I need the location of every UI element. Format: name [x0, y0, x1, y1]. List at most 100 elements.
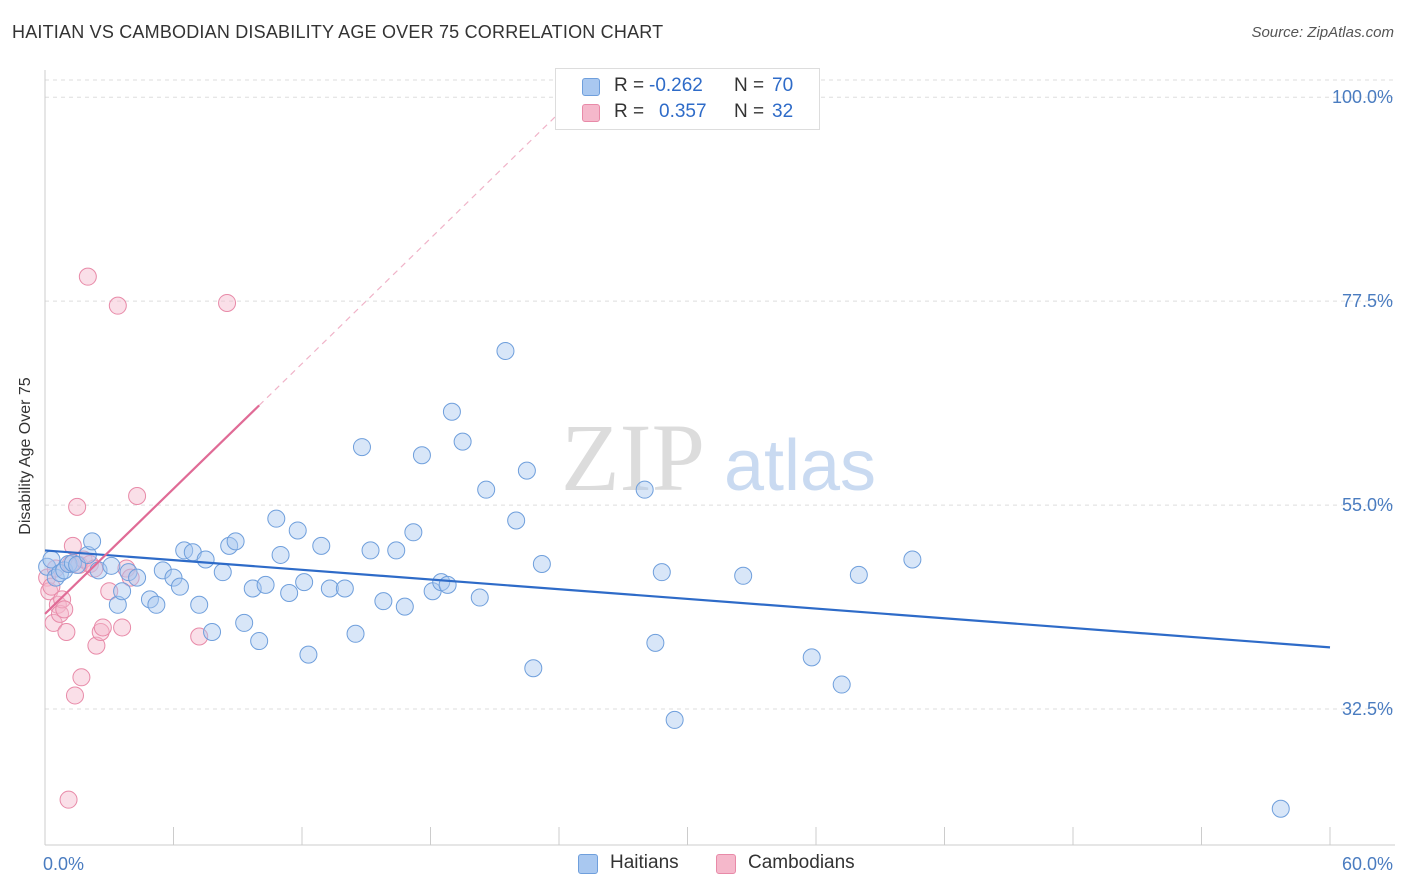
haitian-point [412, 446, 431, 465]
haitian-point [128, 568, 147, 587]
watermark: ZIP atlas [561, 404, 876, 511]
legend-label: Haitians [610, 852, 679, 873]
haitian-point [470, 588, 489, 607]
watermark-atlas: atlas [724, 426, 876, 506]
cambodian-point [128, 487, 147, 506]
r-value: -0.262 [649, 75, 703, 96]
haitian-point [517, 461, 536, 480]
haitian-point [271, 545, 290, 564]
haitian-point [295, 573, 314, 592]
cambodian-point [218, 293, 237, 312]
cambodian-point [93, 618, 112, 637]
trend-lines [44, 81, 1331, 649]
cambodian-point [91, 622, 110, 641]
haitian-point [802, 648, 821, 667]
haitian-point [387, 541, 406, 560]
cambodian-point [57, 622, 76, 641]
x-tick-labels: 0.0% 60.0% [43, 854, 1393, 874]
haitian-point [203, 622, 222, 641]
haitian-point [190, 595, 209, 614]
stats-box: R = -0.262 N = 70 R = 0.357 N = 32 [555, 68, 820, 130]
legend-label: Cambodians [748, 852, 855, 873]
haitian-point [903, 550, 922, 569]
haitian-point [646, 633, 665, 652]
r-value: 0.357 [659, 101, 707, 122]
chart-source: Source: ZipAtlas.com [1251, 24, 1394, 41]
cambodian-point [78, 267, 97, 286]
y-tick-label: 100.0% [1332, 87, 1393, 107]
cambodian-point [68, 497, 87, 516]
haitians-points [38, 341, 1290, 818]
haitian-point [102, 556, 121, 575]
y-tick-label: 32.5% [1342, 699, 1393, 719]
haitian-point [250, 632, 269, 651]
haitian-point [352, 438, 371, 457]
haitian-point [1271, 799, 1290, 818]
haitian-point [477, 480, 496, 499]
haitian-point [442, 402, 461, 421]
x-tick-label: 60.0% [1342, 854, 1393, 874]
haitian-point [361, 541, 380, 560]
haitian-point [374, 592, 393, 611]
haitian-point [108, 595, 127, 614]
cambodians-trend-line [44, 404, 260, 615]
haitian-point [320, 579, 339, 598]
chart-title: HAITIAN VS CAMBODIAN DISABILITY AGE OVER… [12, 22, 664, 42]
haitian-point [665, 710, 684, 729]
haitian-point [299, 645, 318, 664]
haitian-point [832, 675, 851, 694]
cambodian-point [42, 577, 61, 596]
cambodians-legend-swatch [716, 854, 736, 874]
haitian-point [196, 550, 215, 569]
cambodian-point [44, 613, 63, 632]
cambodians-points [38, 267, 237, 809]
cambodian-point [59, 790, 78, 809]
stats-row-haitians: R = -0.262 N = 70 [556, 75, 819, 101]
haitian-point [532, 555, 551, 574]
haitian-point [119, 563, 138, 582]
haitians-trend-line [44, 549, 1331, 649]
haitian-point [153, 561, 172, 580]
haitian-point [395, 597, 414, 616]
haitian-point [113, 582, 132, 601]
cambodian-point [113, 618, 132, 637]
cambodian-point [55, 600, 74, 619]
haitian-point [312, 536, 331, 555]
haitian-point [280, 584, 299, 603]
haitian-point [213, 563, 232, 582]
stats-row-cambodians: R = 0.357 N = 32 [556, 101, 819, 127]
haitian-point [235, 613, 254, 632]
haitian-point [496, 341, 515, 360]
haitian-point [170, 577, 189, 596]
r-label: R = [614, 101, 645, 122]
n-label: N = [734, 75, 765, 96]
haitian-point [507, 511, 526, 530]
haitian-point [524, 659, 543, 678]
cambodian-point [65, 686, 84, 705]
axes [44, 70, 1395, 846]
haitian-point [220, 536, 239, 555]
cambodian-point [87, 636, 106, 655]
haitians-swatch [582, 78, 600, 96]
haitian-point [288, 521, 307, 540]
haitians-legend-swatch [578, 854, 598, 874]
haitian-point [335, 579, 354, 598]
haitian-point [453, 432, 472, 451]
cambodian-point [108, 296, 127, 315]
y-tick-label: 77.5% [1342, 291, 1393, 311]
watermark-zip: ZIP [561, 404, 705, 511]
haitian-point [226, 532, 245, 551]
haitian-point [652, 563, 671, 582]
cambodian-point [72, 668, 91, 687]
y-tick-label: 55.0% [1342, 495, 1393, 515]
y-tick-labels: 32.5% 55.0% 77.5% 100.0% [1332, 87, 1393, 719]
haitian-point [849, 565, 868, 584]
haitian-point [147, 595, 166, 614]
haitian-point [164, 568, 183, 587]
r-label: R = [614, 75, 645, 96]
legend: Haitians Cambodians [0, 850, 1406, 878]
cambodian-point [100, 582, 119, 601]
haitian-point [734, 566, 753, 585]
haitian-point [267, 509, 286, 528]
